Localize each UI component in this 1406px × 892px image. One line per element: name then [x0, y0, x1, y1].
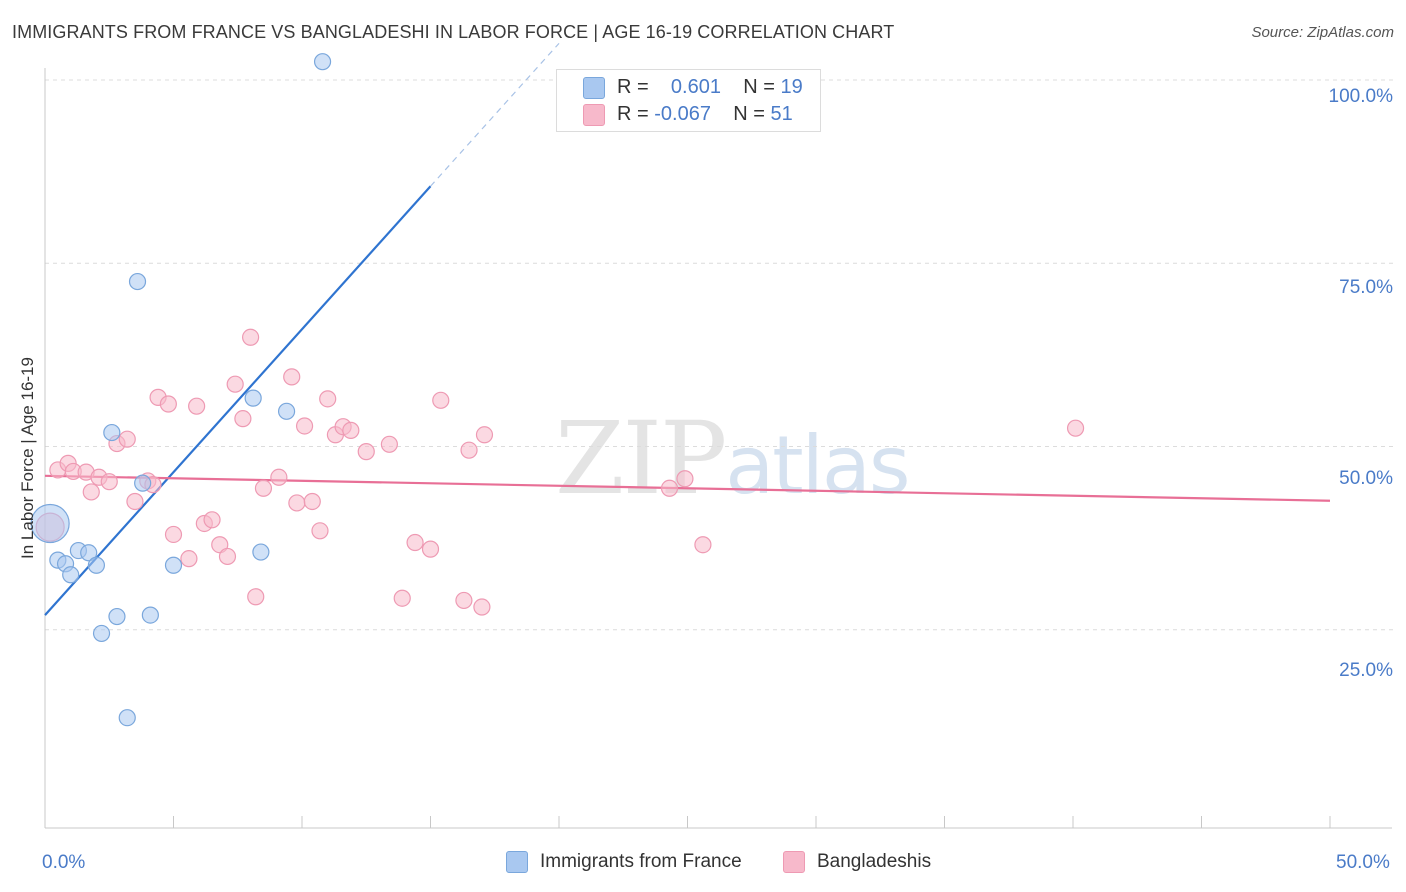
bangladeshi-point — [218, 547, 237, 566]
france-point — [277, 402, 296, 420]
n-label: N = — [743, 75, 775, 98]
bangladeshi-point — [421, 540, 440, 558]
bangladeshi-point — [455, 591, 473, 610]
r-value: 0.601 — [670, 75, 721, 98]
bangladeshi-point — [234, 410, 252, 428]
legend-item-france[interactable]: Immigrants from France — [506, 851, 742, 873]
bangladeshi-point — [357, 443, 375, 461]
n-label: N = — [733, 102, 765, 125]
france-point — [80, 544, 98, 562]
source-label[interactable]: Source: ZipAtlas.com — [1251, 24, 1394, 41]
bangladeshi-point — [660, 479, 679, 497]
bangladeshi-point — [283, 368, 301, 386]
bangladeshi-point — [288, 494, 306, 512]
france-point — [62, 566, 80, 584]
y-tick-label: 50.0% — [1339, 468, 1393, 489]
r-label: R = — [617, 102, 649, 125]
bangladeshi-point — [118, 430, 136, 448]
bangladeshi-point — [295, 417, 314, 435]
bangladeshi-point — [180, 550, 198, 568]
france-trend-extension — [430, 42, 560, 187]
r-value: -0.067 — [654, 102, 711, 125]
bangladeshi-point — [242, 328, 260, 346]
france-point — [108, 607, 126, 626]
france-point — [164, 556, 183, 574]
y-tick-label: 100.0% — [1328, 86, 1393, 107]
bangladeshi-point — [303, 492, 321, 511]
data-points — [30, 53, 1085, 727]
bangladeshi-point — [380, 435, 398, 453]
bangladeshi-point — [432, 391, 450, 409]
bangladeshi-point — [342, 421, 360, 439]
y-axis-label: In Labor Force | Age 16-19 — [18, 357, 37, 559]
bangladeshi-point — [1066, 419, 1085, 437]
y-tick-label: 75.0% — [1339, 277, 1393, 298]
bangladeshi-point — [203, 511, 221, 529]
n-value: 51 — [770, 102, 793, 125]
france-point — [141, 606, 159, 624]
watermark-atlas: atlas — [725, 419, 910, 512]
legend-label-bangladeshi: Bangladeshis — [817, 851, 932, 872]
france-point — [118, 709, 136, 727]
france-point — [128, 272, 147, 291]
bangladeshi-point — [270, 468, 288, 486]
france-trend-line — [44, 185, 432, 616]
y-tick-label: 25.0% — [1339, 660, 1393, 681]
axes — [44, 68, 1392, 829]
france-point — [30, 503, 70, 544]
bangladeshi-point — [159, 395, 177, 413]
france-point — [244, 389, 262, 407]
bangladeshi-point — [460, 441, 478, 459]
france-swatch — [583, 77, 605, 99]
france-swatch — [506, 851, 528, 873]
bangladeshi-point — [247, 588, 265, 606]
correlation-legend: R = 0.601 N = 19 R = -0.067 N = 51 — [556, 69, 821, 132]
trend-lines — [44, 42, 1331, 616]
bangladeshi-point — [254, 479, 273, 497]
bangladeshi-point — [676, 470, 694, 488]
bangladeshi-point — [164, 525, 183, 544]
chart-title: IMMIGRANTS FROM FRANCE VS BANGLADESHI IN… — [12, 22, 895, 42]
bangladeshi-point — [319, 390, 337, 408]
bangladeshi-point — [188, 397, 206, 415]
bangladeshi-point — [694, 536, 712, 554]
france-point — [103, 423, 121, 442]
watermark-zip: ZIP — [555, 400, 727, 517]
france-point — [134, 474, 152, 492]
legend-label-france: Immigrants from France — [540, 851, 742, 872]
france-point — [252, 543, 270, 561]
bangladeshi-point — [226, 375, 244, 393]
bangladeshi-point — [473, 598, 491, 616]
r-label: R = — [617, 75, 649, 98]
watermark: ZIPatlas — [555, 400, 911, 517]
bangladeshi-point — [100, 473, 118, 491]
legend-row-text: R = 0.601 N = 19 — [617, 76, 803, 99]
legend-row-text: R = -0.067 N = 51 — [617, 103, 793, 126]
bangladeshi-point — [82, 483, 100, 501]
bangladeshi-point — [126, 492, 144, 511]
france-point — [313, 53, 332, 71]
n-value: 19 — [780, 75, 803, 98]
bangladeshi-point — [393, 589, 411, 607]
x-tick-label: 0.0% — [42, 852, 86, 873]
france-point — [92, 624, 111, 643]
bangladeshi-swatch — [583, 104, 605, 126]
gridlines — [45, 79, 1395, 631]
france-point — [87, 556, 106, 574]
bangladeshi-swatch — [783, 851, 805, 873]
bangladeshi-trend-line — [44, 474, 1331, 502]
bangladeshi-point — [311, 522, 329, 540]
x-tick-label: 50.0% — [1336, 852, 1390, 873]
legend-item-bangladeshi[interactable]: Bangladeshis — [783, 851, 931, 873]
bangladeshi-point — [406, 533, 424, 552]
bangladeshi-point — [475, 426, 494, 444]
